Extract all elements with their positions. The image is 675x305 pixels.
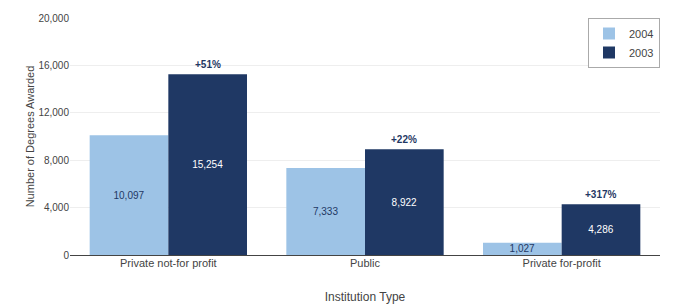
svg-text:7,333: 7,333 xyxy=(313,206,338,217)
svg-text:12,000: 12,000 xyxy=(38,107,69,118)
svg-text:10,097: 10,097 xyxy=(113,190,144,201)
svg-text:+22%: +22% xyxy=(391,134,417,145)
svg-text:2004: 2004 xyxy=(629,28,653,40)
svg-text:Private not-for profit: Private not-for profit xyxy=(120,257,217,269)
svg-text:0: 0 xyxy=(63,250,69,261)
svg-text:8,922: 8,922 xyxy=(392,197,417,208)
svg-text:Number of Degrees Awarded: Number of Degrees Awarded xyxy=(24,66,36,208)
svg-text:16,000: 16,000 xyxy=(38,60,69,71)
svg-text:+51%: +51% xyxy=(195,59,221,70)
svg-text:8,000: 8,000 xyxy=(44,155,69,166)
svg-text:2003: 2003 xyxy=(629,47,653,59)
svg-text:4,286: 4,286 xyxy=(588,224,613,235)
svg-text:+317%: +317% xyxy=(585,189,617,200)
svg-text:15,254: 15,254 xyxy=(192,159,223,170)
svg-text:1,027: 1,027 xyxy=(510,243,535,254)
svg-text:Public: Public xyxy=(350,257,380,269)
svg-text:20,000: 20,000 xyxy=(38,13,69,24)
svg-text:Institution Type: Institution Type xyxy=(325,290,406,304)
svg-text:4,000: 4,000 xyxy=(44,202,69,213)
svg-text:Private for-profit: Private for-profit xyxy=(523,257,601,269)
